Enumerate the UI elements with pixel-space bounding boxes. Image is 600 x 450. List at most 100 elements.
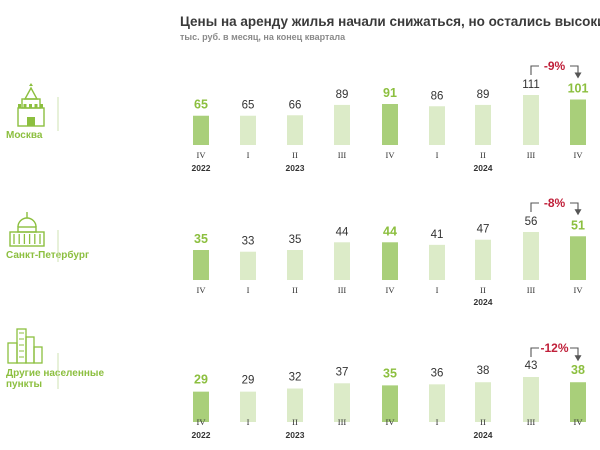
data-label: 86 <box>431 90 444 102</box>
bar <box>193 391 209 422</box>
skyline-building <box>25 336 35 364</box>
year-label: 2022 <box>192 163 211 173</box>
panel-1: Москва 65 IV 2022 65 I 66 II 2023 89 III 91 IV 86 I 89 I… <box>6 59 588 173</box>
tick-label: II <box>480 417 486 427</box>
chart-subtitle: тыс. руб. в месяц, на конец квартала <box>180 32 346 42</box>
bar <box>429 106 445 145</box>
tick-label: IV <box>386 285 396 295</box>
data-label: 101 <box>568 82 589 96</box>
data-label: 51 <box>571 218 585 232</box>
tower-merlon <box>18 104 21 108</box>
bar <box>382 242 398 280</box>
capitol-dome-icon <box>9 212 45 247</box>
year-label: 2022 <box>192 430 211 440</box>
data-label: 44 <box>383 224 397 238</box>
data-label: 65 <box>242 100 255 112</box>
year-label: 2023 <box>286 163 305 173</box>
change-arrowhead <box>574 209 582 216</box>
bar <box>429 244 445 280</box>
tick-label: III <box>338 150 347 160</box>
tick-label: II <box>292 285 298 295</box>
tick-label: IV <box>197 150 207 160</box>
bar <box>240 251 256 280</box>
skyline-building <box>16 328 27 364</box>
bar <box>475 104 491 145</box>
kremlin-tower-icon <box>17 83 45 127</box>
bar <box>429 384 445 422</box>
tower-merlon <box>23 104 27 108</box>
tick-label: IV <box>574 150 584 160</box>
tick-label: II <box>292 150 298 160</box>
tick-label: III <box>338 285 347 295</box>
bar <box>287 388 303 422</box>
tower-merlon <box>34 104 38 108</box>
tick-label: III <box>527 150 536 160</box>
tick-label: I <box>436 417 439 427</box>
panel-2: Санкт-Петербург 35 IV 33 I 35 II 44 III 44 IV 41 I 47… <box>6 196 586 307</box>
tick-label: IV <box>574 285 584 295</box>
tick-label: I <box>436 150 439 160</box>
tick-label: IV <box>386 417 396 427</box>
data-label: 36 <box>431 367 444 379</box>
bar <box>382 385 398 422</box>
tick-label: III <box>527 417 536 427</box>
data-label: 44 <box>336 226 349 238</box>
city-skyline-icon <box>7 328 43 364</box>
region-label: Другие населенные <box>6 368 104 379</box>
tick-label: IV <box>386 150 396 160</box>
building-base <box>9 231 45 247</box>
data-label: 89 <box>477 89 490 101</box>
data-label: 111 <box>522 79 539 91</box>
data-label: 66 <box>289 99 302 111</box>
data-label: 65 <box>194 98 208 112</box>
data-label: 35 <box>194 232 208 246</box>
bar <box>570 99 586 145</box>
bar <box>240 391 256 422</box>
dome-drum <box>17 226 37 233</box>
data-label: 41 <box>431 229 444 241</box>
tower-gate <box>27 117 35 126</box>
bar <box>523 377 539 422</box>
data-label: 43 <box>525 360 538 372</box>
tick-label: II <box>292 417 298 427</box>
bar <box>240 115 256 145</box>
tick-label: II <box>480 150 486 160</box>
tick-label: III <box>338 417 347 427</box>
bar <box>287 250 303 280</box>
change-arrowhead <box>574 355 582 362</box>
bar <box>570 382 586 422</box>
bar <box>382 104 398 145</box>
dome <box>17 217 37 228</box>
data-label: 38 <box>571 363 585 377</box>
data-label: 37 <box>336 366 349 378</box>
year-label: 2023 <box>286 430 305 440</box>
change-label: -8% <box>544 196 566 210</box>
tick-label: III <box>527 285 536 295</box>
tick-label: IV <box>574 417 584 427</box>
tick-label: I <box>436 285 439 295</box>
year-label: 2024 <box>474 163 493 173</box>
bar <box>287 115 303 145</box>
change-label: -12% <box>540 341 568 355</box>
change-label: -9% <box>544 59 566 73</box>
year-label: 2024 <box>474 430 493 440</box>
data-label: 47 <box>477 224 490 236</box>
bar <box>523 95 539 145</box>
data-label: 29 <box>242 375 255 387</box>
bar <box>523 232 539 280</box>
year-label: 2024 <box>474 297 493 307</box>
skyline-building <box>33 346 43 364</box>
region-label: пункты <box>6 379 42 390</box>
bar <box>334 242 350 280</box>
skyline-building <box>7 342 18 364</box>
data-label: 38 <box>477 365 490 377</box>
data-label: 35 <box>289 234 302 246</box>
bar <box>193 250 209 280</box>
region-label: Санкт-Петербург <box>6 249 89 261</box>
bar <box>334 104 350 145</box>
data-label: 33 <box>242 236 255 248</box>
data-label: 56 <box>525 216 538 228</box>
tick-label: I <box>247 417 250 427</box>
data-label: 35 <box>383 366 397 380</box>
